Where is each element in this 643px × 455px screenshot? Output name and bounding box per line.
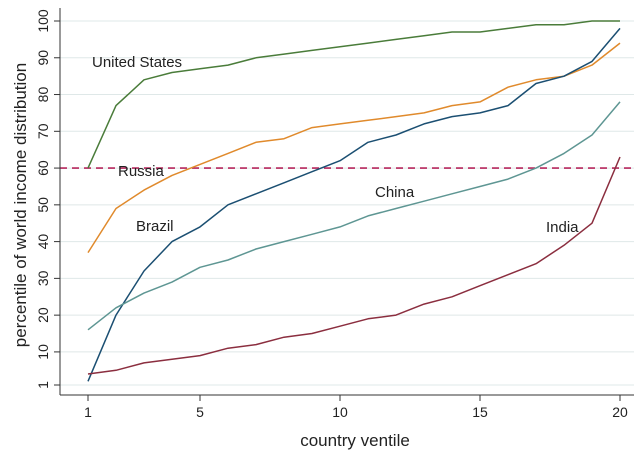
x-tick-label: 10 xyxy=(332,404,348,420)
series-labels: United States Brazil China India Russia xyxy=(92,54,579,236)
x-axis-title: country ventile xyxy=(300,431,410,450)
y-tick-label: 10 xyxy=(35,344,51,360)
x-tick-label: 20 xyxy=(612,404,628,420)
y-tick-label: 100 xyxy=(35,9,51,33)
y-tick-label: 1 xyxy=(35,381,51,389)
y-tick-label: 30 xyxy=(35,270,51,286)
y-tick-label: 40 xyxy=(35,234,51,250)
series-lines xyxy=(87,20,621,382)
series-label-india: India xyxy=(546,219,579,236)
y-tick-label: 50 xyxy=(35,197,51,213)
y-tick-label: 80 xyxy=(35,87,51,103)
y-tick-label: 90 xyxy=(35,50,51,66)
x-tick-label: 1 xyxy=(84,404,92,420)
x-tick-label: 15 xyxy=(472,404,488,420)
series-label-brazil: Brazil xyxy=(136,218,174,235)
series-line-4 xyxy=(87,156,621,375)
series-label-china: China xyxy=(375,184,415,201)
series-line-1 xyxy=(87,42,621,254)
series-line-3 xyxy=(87,101,621,331)
y-tick-label: 70 xyxy=(35,123,51,139)
series-line-2 xyxy=(87,27,621,382)
y-tick-label: 60 xyxy=(35,160,51,176)
y-tick-label: 20 xyxy=(35,307,51,323)
series-line-0 xyxy=(87,20,620,169)
series-label-united-states: United States xyxy=(92,54,182,71)
x-tick-label: 5 xyxy=(196,404,204,420)
gridlines xyxy=(60,20,634,386)
series-label-russia: Russia xyxy=(118,163,165,180)
y-axis-title: percentile of world income distribution xyxy=(11,63,30,347)
